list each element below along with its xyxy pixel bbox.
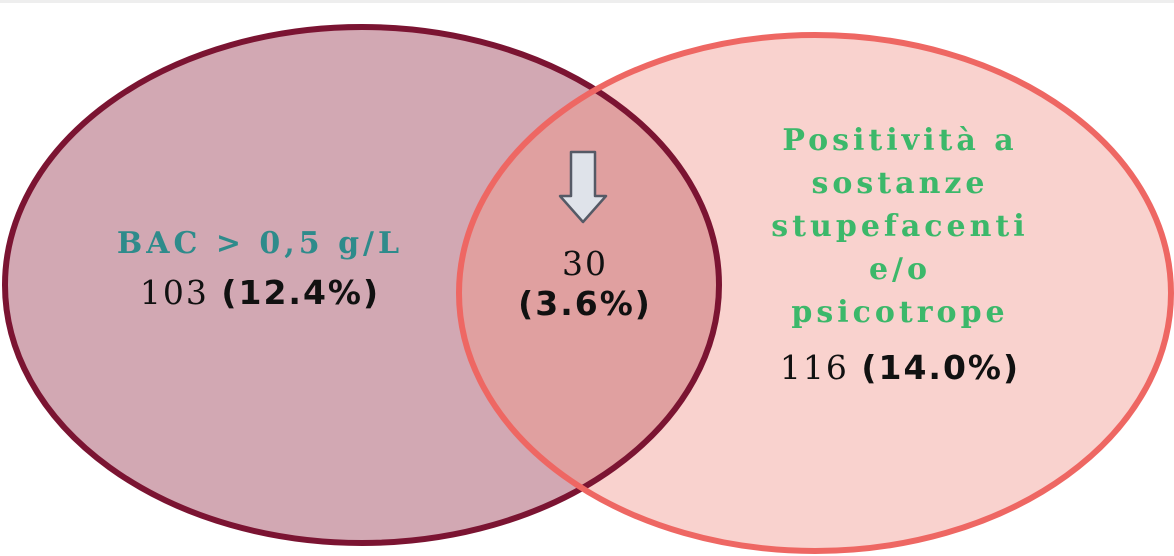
right-set-heading-line-4: e/o	[868, 252, 932, 287]
overlap-count-value: 30	[562, 244, 608, 283]
left-set-heading: BAC > 0,5 g/L	[116, 226, 404, 261]
right-set-count-line: 116 (14.0%)	[720, 348, 1080, 387]
right-set-heading-line-1: Positività a	[782, 123, 1018, 158]
right-set-heading-line-2: sostanze	[811, 166, 989, 201]
left-set-outline	[2, 24, 722, 546]
right-set-outline	[456, 32, 1174, 554]
left-set-label-group: BAC > 0,5 g/L 103 (12.4%)	[40, 222, 480, 312]
left-set-count-line: 103 (12.4%)	[40, 273, 480, 312]
overlap-region	[459, 35, 719, 543]
overlap-percent: (3.6%)	[518, 284, 652, 323]
overlap-label-group: 30 (3.6%)	[480, 244, 690, 324]
left-set-percent: (12.4%)	[221, 273, 381, 312]
left-set-count: 103	[139, 273, 209, 312]
right-set-count: 116	[779, 348, 849, 387]
down-arrow-icon	[558, 150, 608, 224]
overlap-percent-line: (3.6%)	[480, 284, 690, 324]
right-set-heading-line-5: psicotrope	[791, 295, 1009, 330]
right-set-heading-line-3: stupefacenti	[771, 209, 1029, 244]
overlap-count: 30	[480, 244, 690, 284]
right-set-percent: (14.0%)	[861, 348, 1021, 387]
top-border	[0, 0, 1174, 3]
right-set-label-group: Positività a sostanze stupefacenti e/o p…	[720, 119, 1080, 387]
